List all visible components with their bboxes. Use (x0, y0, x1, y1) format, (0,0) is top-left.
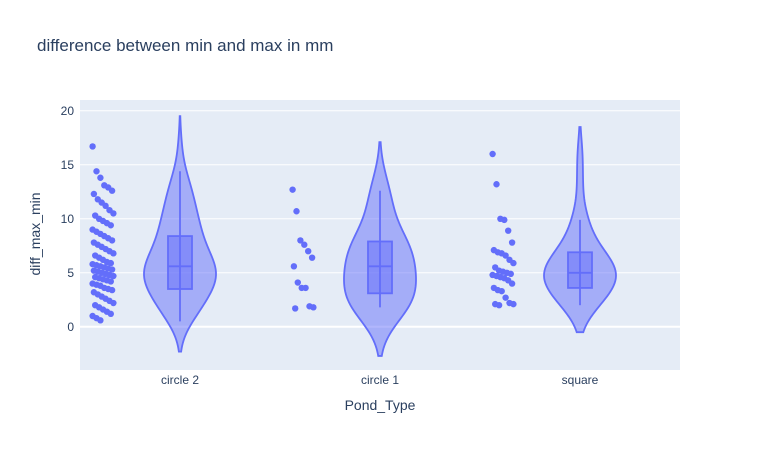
x-tick-label: circle 1 (361, 373, 399, 387)
y-tick-label: 20 (61, 104, 75, 118)
data-point (89, 143, 96, 150)
y-axis-title: diff_max_min (27, 192, 43, 275)
data-point (292, 305, 299, 312)
data-point (102, 202, 109, 210)
data-point (107, 259, 115, 267)
data-point (110, 299, 117, 307)
data-point (308, 254, 316, 261)
data-point (97, 174, 104, 181)
data-point (502, 252, 509, 259)
data-point (305, 248, 312, 255)
data-point (505, 227, 512, 234)
data-point (108, 237, 116, 244)
y-tick-label: 5 (67, 266, 74, 280)
box-1 (367, 240, 393, 295)
data-point (510, 259, 517, 267)
data-point (294, 279, 301, 286)
box-0 (167, 235, 193, 290)
data-point (97, 317, 104, 324)
x-tick-label: square (562, 373, 599, 387)
data-point (289, 186, 296, 193)
chart-title: difference between min and max in mm (37, 36, 333, 55)
data-point (110, 210, 117, 217)
y-tick-label: 0 (67, 320, 74, 334)
data-point (107, 310, 115, 318)
data-point (110, 272, 117, 280)
box-2 (567, 251, 593, 289)
data-point (493, 181, 500, 188)
data-point (108, 266, 116, 273)
data-point (489, 150, 496, 158)
data-point (501, 216, 508, 224)
data-point (107, 278, 115, 285)
data-point (502, 294, 509, 301)
data-point (510, 300, 517, 308)
data-point (108, 187, 116, 194)
data-point (108, 286, 116, 294)
data-point (107, 222, 115, 229)
data-point (310, 304, 317, 311)
y-tick-label: 10 (61, 212, 75, 226)
data-point (293, 208, 300, 215)
data-point (93, 168, 100, 175)
x-axis-title: Pond_Type (345, 397, 416, 413)
data-point (508, 280, 516, 287)
data-point (110, 250, 117, 257)
x-tick-label: circle 2 (161, 373, 199, 387)
data-point (302, 284, 309, 292)
data-point (290, 263, 298, 270)
y-tick-label: 15 (61, 158, 75, 172)
data-point (508, 239, 516, 246)
data-point (301, 241, 308, 248)
data-point (90, 190, 98, 198)
data-point (297, 237, 304, 244)
data-point (495, 302, 503, 309)
data-point (507, 270, 514, 278)
data-point (498, 287, 505, 295)
